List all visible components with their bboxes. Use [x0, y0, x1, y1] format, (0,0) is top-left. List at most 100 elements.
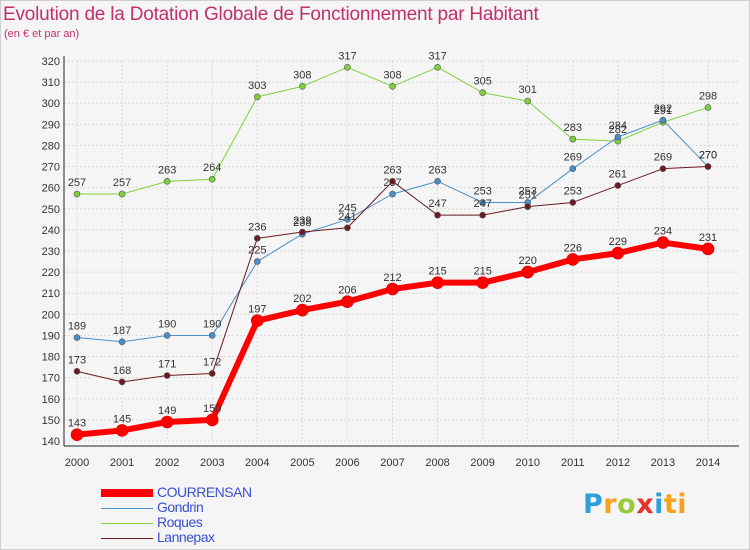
legend-label: Roques [157, 514, 203, 530]
data-label-lannepax: 253 [564, 185, 582, 197]
data-point-gondrin [208, 332, 216, 339]
data-label-roques: 305 [473, 76, 491, 88]
data-label-lannepax: 172 [203, 356, 221, 368]
data-point-lannepax [163, 372, 171, 379]
legend-swatch [101, 523, 153, 524]
x-tick-label: 2007 [380, 457, 404, 469]
data-label-courrensan: 226 [564, 242, 582, 254]
y-tick-label: 210 [42, 288, 60, 300]
data-label-gondrin: 263 [428, 164, 446, 176]
data-label-lannepax: 251 [519, 190, 537, 202]
data-label-courrensan: 206 [338, 285, 356, 297]
x-tick-label: 2000 [65, 457, 89, 469]
x-tick-label: 2002 [155, 457, 179, 469]
data-label-roques: 257 [113, 177, 131, 189]
y-tick-label: 320 [42, 56, 60, 68]
data-point-courrensan [386, 282, 399, 296]
data-label-gondrin: 292 [654, 103, 672, 115]
data-label-roques: 308 [383, 69, 401, 81]
data-label-lannepax: 263 [383, 164, 401, 176]
y-tick-label: 180 [42, 352, 60, 364]
x-tick-label: 2013 [651, 457, 675, 469]
data-point-gondrin [479, 199, 486, 206]
data-label-gondrin: 190 [158, 318, 176, 330]
data-point-roques [73, 190, 81, 198]
data-point-gondrin [569, 165, 577, 172]
data-label-gondrin: 269 [564, 152, 582, 164]
data-point-roques [118, 190, 126, 198]
x-tick-label: 2014 [696, 457, 720, 469]
data-label-roques: 283 [564, 122, 582, 134]
data-point-lannepax [253, 235, 261, 242]
data-point-roques [299, 83, 306, 90]
data-point-lannepax [208, 370, 216, 377]
data-label-lannepax: 171 [158, 359, 176, 371]
x-tick-label: 2003 [200, 457, 224, 469]
data-label-roques: 298 [699, 90, 717, 102]
y-tick-label: 160 [42, 394, 60, 406]
x-tick-label: 2008 [425, 457, 449, 469]
data-label-roques: 263 [158, 164, 176, 176]
data-point-roques [479, 89, 486, 96]
data-label-courrensan: 220 [519, 255, 537, 267]
data-label-lannepax: 239 [293, 215, 311, 227]
data-point-lannepax [479, 211, 486, 219]
data-point-roques [524, 97, 532, 105]
data-label-courrensan: 149 [158, 405, 176, 417]
data-label-gondrin: 190 [203, 318, 221, 330]
y-tick-label: 150 [42, 415, 60, 427]
x-tick-label: 2009 [470, 457, 494, 469]
data-point-lannepax [299, 228, 306, 236]
data-label-courrensan: 215 [428, 266, 446, 278]
data-point-courrensan [566, 253, 580, 266]
data-label-courrensan: 150 [203, 403, 221, 415]
legend-label: COURRENSAN [157, 484, 252, 500]
y-tick-label: 280 [42, 140, 60, 152]
data-label-roques: 291 [654, 105, 672, 117]
data-point-courrensan [611, 246, 625, 260]
data-label-gondrin: 187 [113, 325, 131, 337]
data-label-courrensan: 215 [473, 266, 491, 278]
y-tick-label: 230 [42, 246, 60, 258]
data-point-roques [253, 93, 261, 101]
data-label-roques: 317 [338, 50, 356, 62]
data-label-roques: 308 [293, 69, 311, 81]
x-tick-label: 2006 [335, 457, 359, 469]
data-point-gondrin [73, 334, 81, 341]
y-tick-label: 250 [42, 204, 60, 216]
data-point-courrensan [701, 242, 715, 256]
data-point-lannepax [434, 211, 441, 219]
data-label-gondrin: 253 [519, 185, 537, 197]
y-tick-label: 310 [42, 77, 60, 89]
data-point-roques [569, 135, 577, 143]
data-point-courrensan [431, 276, 444, 289]
data-label-courrensan: 202 [293, 293, 311, 305]
y-tick-label: 200 [42, 309, 60, 321]
data-label-roques: 303 [248, 80, 266, 92]
data-label-lannepax: 236 [248, 221, 266, 233]
legend-swatch [101, 538, 153, 539]
legend-label: Gondrin [157, 499, 204, 515]
data-point-lannepax [389, 178, 396, 185]
data-label-gondrin: 245 [338, 202, 356, 214]
y-tick-label: 260 [42, 183, 60, 195]
x-tick-label: 2004 [245, 457, 269, 469]
data-point-roques [389, 83, 396, 90]
data-label-courrensan: 145 [113, 413, 131, 425]
data-point-lannepax [659, 165, 667, 172]
data-point-lannepax [569, 199, 577, 206]
data-point-courrensan [115, 424, 129, 437]
data-label-roques: 257 [68, 177, 86, 189]
data-point-gondrin [389, 190, 396, 198]
data-point-roques [163, 178, 171, 185]
data-point-courrensan [205, 413, 219, 427]
data-label-roques: 264 [203, 162, 221, 174]
data-label-gondrin: 238 [293, 217, 311, 229]
data-label-gondrin: 225 [248, 245, 266, 257]
legend-swatch [101, 508, 153, 509]
data-point-roques [344, 64, 351, 71]
data-point-lannepax [704, 163, 712, 170]
x-tick-label: 2010 [515, 457, 539, 469]
